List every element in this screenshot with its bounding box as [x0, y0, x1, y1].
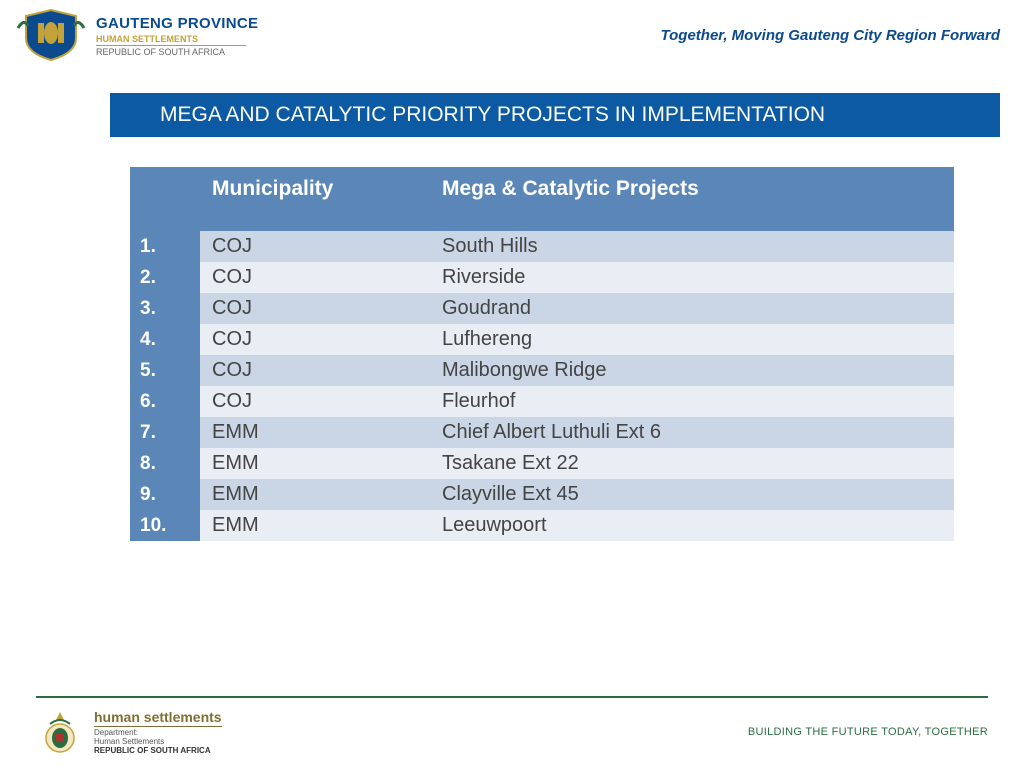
- row-project: Chief Albert Luthuli Ext 6: [430, 417, 954, 448]
- row-municipality: COJ: [200, 262, 430, 293]
- table-row: 9.EMMClayville Ext 45: [130, 479, 954, 510]
- table-row: 7.EMMChief Albert Luthuli Ext 6: [130, 417, 954, 448]
- col-header-index: [130, 167, 200, 231]
- projects-table: Municipality Mega & Catalytic Projects 1…: [130, 167, 954, 541]
- row-index: 9.: [130, 479, 200, 510]
- province-subtitle-1: HUMAN SETTLEMENTS: [96, 34, 258, 44]
- footer-text-block: human settlements Department: Human Sett…: [94, 709, 222, 755]
- table-row: 1.COJSouth Hills: [130, 231, 954, 262]
- col-header-projects: Mega & Catalytic Projects: [430, 167, 954, 231]
- row-project: Leeuwpoort: [430, 510, 954, 541]
- footer-content: human settlements Department: Human Sett…: [24, 708, 1000, 756]
- table-row: 2.COJRiverside: [130, 262, 954, 293]
- footer-dept-label: Department:: [94, 728, 222, 737]
- row-municipality: COJ: [200, 386, 430, 417]
- row-municipality: COJ: [200, 293, 430, 324]
- footer-country: REPUBLIC OF SOUTH AFRICA: [94, 746, 222, 755]
- table-row: 5.COJMalibongwe Ridge: [130, 355, 954, 386]
- row-project: Fleurhof: [430, 386, 954, 417]
- row-municipality: COJ: [200, 355, 430, 386]
- row-index: 7.: [130, 417, 200, 448]
- table-row: 6.COJFleurhof: [130, 386, 954, 417]
- row-index: 5.: [130, 355, 200, 386]
- row-project: Goudrand: [430, 293, 954, 324]
- row-municipality: EMM: [200, 510, 430, 541]
- header-tagline: Together, Moving Gauteng City Region For…: [661, 27, 1008, 44]
- gauteng-crest-icon: [16, 8, 86, 63]
- row-municipality: EMM: [200, 479, 430, 510]
- row-project: Lufhereng: [430, 324, 954, 355]
- row-municipality: EMM: [200, 417, 430, 448]
- col-header-municipality: Municipality: [200, 167, 430, 231]
- row-project: Clayville Ext 45: [430, 479, 954, 510]
- row-index: 6.: [130, 386, 200, 417]
- footer-left: human settlements Department: Human Sett…: [36, 708, 222, 756]
- sa-coat-of-arms-icon: [36, 708, 84, 756]
- row-index: 2.: [130, 262, 200, 293]
- province-subtitle-2: REPUBLIC OF SOUTH AFRICA: [96, 47, 258, 57]
- row-project: Malibongwe Ridge: [430, 355, 954, 386]
- row-project: Tsakane Ext 22: [430, 448, 954, 479]
- row-project: Riverside: [430, 262, 954, 293]
- row-project: South Hills: [430, 231, 954, 262]
- row-index: 1.: [130, 231, 200, 262]
- row-index: 8.: [130, 448, 200, 479]
- row-municipality: EMM: [200, 448, 430, 479]
- province-title: GAUTENG PROVINCE: [96, 15, 258, 32]
- row-index: 4.: [130, 324, 200, 355]
- row-index: 3.: [130, 293, 200, 324]
- header: GAUTENG PROVINCE HUMAN SETTLEMENTS REPUB…: [0, 0, 1024, 83]
- table-row: 8.EMMTsakane Ext 22: [130, 448, 954, 479]
- page-title-bar: MEGA AND CATALYTIC PRIORITY PROJECTS IN …: [110, 93, 1000, 137]
- table-row: 4.COJLufhereng: [130, 324, 954, 355]
- table-row: 10.EMMLeeuwpoort: [130, 510, 954, 541]
- row-municipality: COJ: [200, 324, 430, 355]
- footer-dept-value: Human Settlements: [94, 737, 222, 746]
- province-block: GAUTENG PROVINCE HUMAN SETTLEMENTS REPUB…: [96, 15, 258, 57]
- row-municipality: COJ: [200, 231, 430, 262]
- table-row: 3.COJGoudrand: [130, 293, 954, 324]
- footer-dept-name: human settlements: [94, 709, 222, 727]
- province-divider: [96, 45, 246, 46]
- header-left: GAUTENG PROVINCE HUMAN SETTLEMENTS REPUB…: [16, 8, 258, 63]
- footer-divider: [36, 696, 988, 698]
- row-index: 10.: [130, 510, 200, 541]
- table-header-row: Municipality Mega & Catalytic Projects: [130, 167, 954, 231]
- table-container: Municipality Mega & Catalytic Projects 1…: [0, 137, 1024, 541]
- footer-slogan: BUILDING THE FUTURE TODAY, TOGETHER: [748, 726, 988, 738]
- footer: human settlements Department: Human Sett…: [0, 696, 1024, 756]
